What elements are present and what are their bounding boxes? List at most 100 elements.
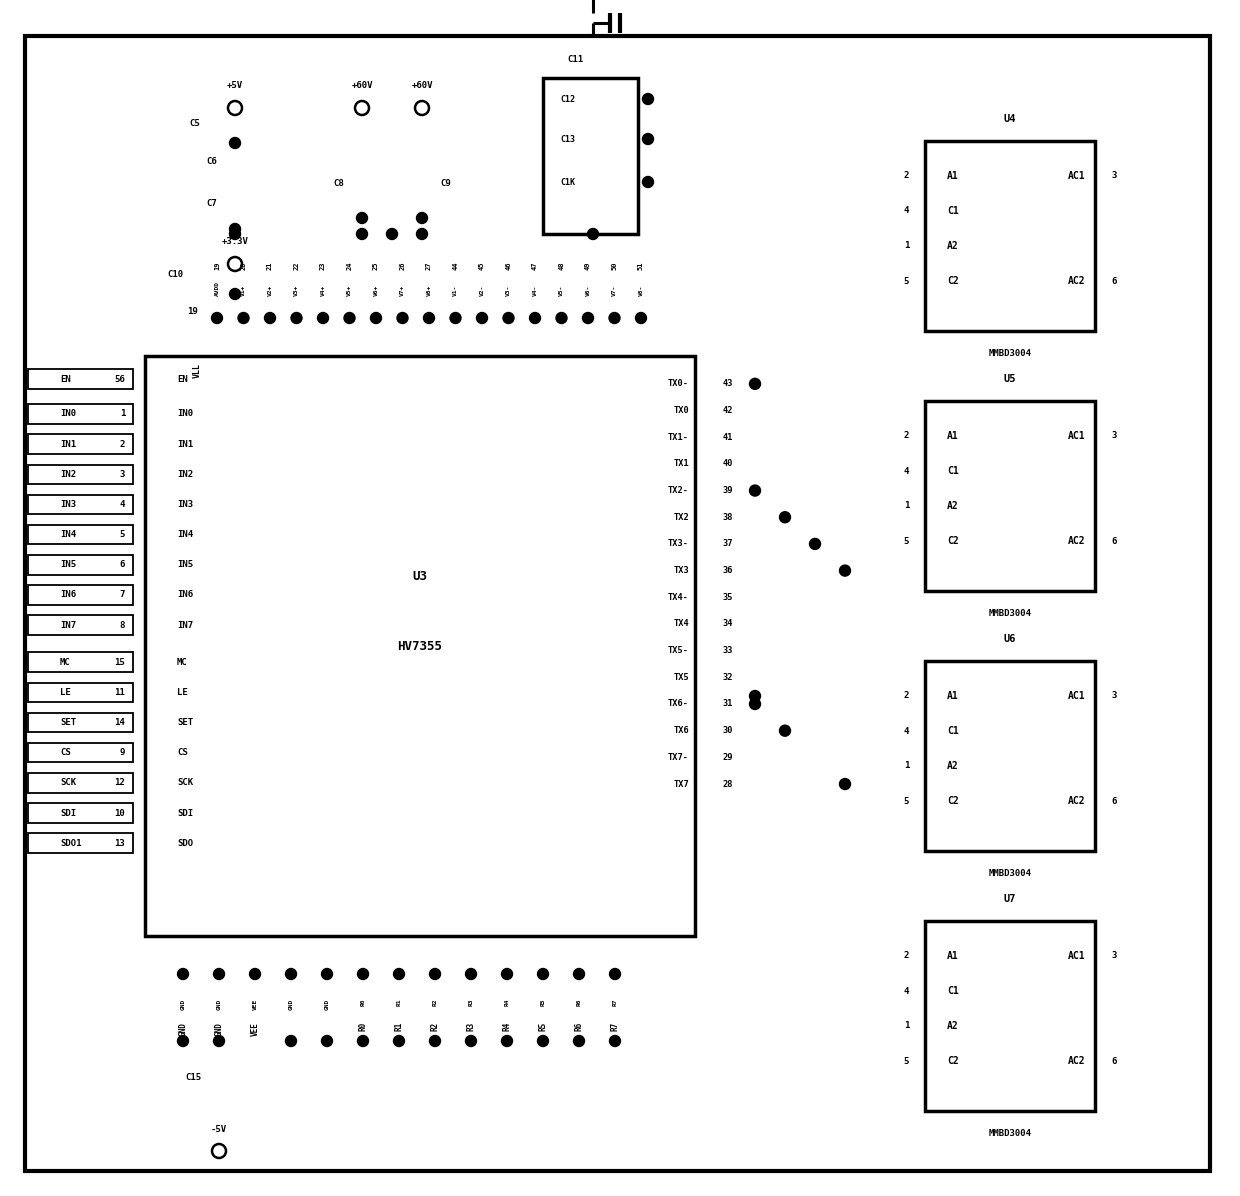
Bar [543,78,639,234]
Circle shape [357,213,367,224]
Text: 34: 34 [723,620,733,628]
Circle shape [636,312,646,323]
Text: A2: A2 [947,761,959,771]
Text: R6: R6 [577,999,582,1007]
Text: SDI: SDI [177,808,193,818]
Text: 44: 44 [453,262,459,270]
Text: IN0: IN0 [60,409,76,419]
Circle shape [537,969,548,980]
Text: 5: 5 [904,1056,909,1066]
Text: V2-: V2- [480,285,485,295]
Text: V7+: V7+ [401,285,405,295]
Text: AC2: AC2 [1068,1056,1085,1066]
Text: C12: C12 [560,94,575,104]
Text: TX2: TX2 [673,513,689,521]
Text: TX3: TX3 [673,566,689,575]
Text: EN: EN [60,374,71,384]
Text: C8: C8 [334,178,343,188]
Text: 14: 14 [114,718,125,727]
Text: MMBD3004: MMBD3004 [988,868,1032,878]
Text: 30: 30 [723,726,733,736]
Circle shape [177,1036,188,1046]
Circle shape [393,1036,404,1046]
Circle shape [574,969,584,980]
Text: GND: GND [179,1023,187,1036]
Text: +5V: +5V [227,81,243,91]
Text: C1: C1 [947,206,959,216]
Text: 2: 2 [904,952,909,960]
Text: V3-: V3- [506,285,511,295]
Text: 8: 8 [119,621,125,629]
Text: 31: 31 [723,700,733,708]
Text: AC1: AC1 [1068,691,1085,701]
Circle shape [749,486,760,496]
Text: R5: R5 [538,1023,548,1031]
Text: AC1: AC1 [1068,431,1085,441]
Text: C6: C6 [206,157,217,165]
Text: 49: 49 [585,262,591,270]
Text: 3: 3 [1111,952,1116,960]
Text: A2: A2 [947,501,959,511]
Text: R2: R2 [433,999,438,1007]
Text: V1-: V1- [453,285,458,295]
Text: 5: 5 [904,797,909,805]
Bar [925,141,1095,331]
Text: GND: GND [217,999,222,1011]
Text: R5: R5 [541,999,546,1007]
Text: -5V: -5V [211,1124,227,1134]
Text: V8+: V8+ [427,285,432,295]
Text: GND: GND [289,999,294,1011]
Text: 43: 43 [723,379,733,389]
Text: C9: C9 [440,178,451,188]
Circle shape [642,93,653,104]
Text: 11: 11 [114,688,125,697]
Text: AC1: AC1 [1068,951,1085,962]
Bar [925,661,1095,852]
Text: LE: LE [60,688,71,697]
Text: 37: 37 [723,539,733,549]
Text: SET: SET [177,718,193,727]
Circle shape [501,969,512,980]
Circle shape [321,1036,332,1046]
Circle shape [213,1036,224,1046]
Bar [29,525,133,544]
Circle shape [343,312,355,323]
Text: IN0: IN0 [177,409,193,419]
Circle shape [429,969,440,980]
Circle shape [839,779,851,789]
Text: 50: 50 [611,262,618,270]
Text: 9: 9 [119,749,125,757]
Text: 41: 41 [723,433,733,441]
Circle shape [417,213,428,224]
Circle shape [642,134,653,145]
Text: IN6: IN6 [60,591,76,599]
Text: 39: 39 [723,486,733,495]
Circle shape [249,969,260,980]
Circle shape [417,228,428,239]
Text: C1: C1 [947,986,959,996]
Text: U6: U6 [1003,634,1017,643]
Text: C1K: C1K [560,177,575,187]
Text: V4-: V4- [532,285,537,295]
Text: U5: U5 [1003,374,1017,384]
Text: V8-: V8- [639,285,644,295]
Text: V2+: V2+ [268,285,273,295]
Text: TX1: TX1 [673,459,689,469]
Text: R1: R1 [397,999,402,1007]
Text: SCK: SCK [60,779,76,787]
Bar [29,495,133,514]
Circle shape [583,312,594,323]
Text: 21: 21 [267,262,273,270]
Text: R3: R3 [469,999,474,1007]
Text: 1: 1 [904,501,909,511]
Text: TX4: TX4 [673,620,689,628]
Text: TX6-: TX6- [668,700,689,708]
Text: 5: 5 [904,537,909,545]
Text: 1: 1 [904,1021,909,1031]
Circle shape [450,312,461,323]
Text: IN4: IN4 [177,530,193,539]
Text: MMBD3004: MMBD3004 [988,1129,1032,1137]
Text: MMBD3004: MMBD3004 [988,609,1032,617]
Text: 2: 2 [904,171,909,181]
Text: V4+: V4+ [320,285,326,295]
